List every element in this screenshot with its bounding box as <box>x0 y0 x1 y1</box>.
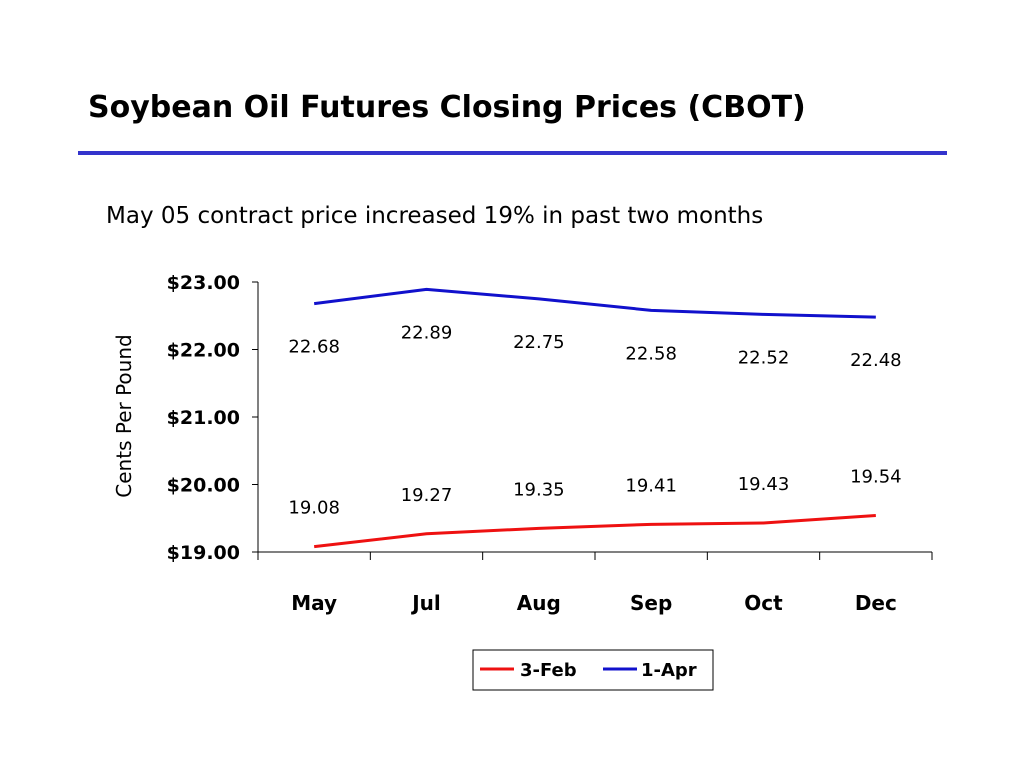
slide-subtitle: May 05 contract price increased 19% in p… <box>106 203 764 229</box>
data-label: 22.89 <box>401 322 453 343</box>
data-label: 22.68 <box>288 337 340 358</box>
data-label: 22.75 <box>513 332 565 353</box>
series-lines <box>313 287 876 549</box>
y-tick-label: $22.00 <box>167 340 240 362</box>
x-tick-label: Dec <box>855 591 897 615</box>
data-label: 19.43 <box>738 474 790 495</box>
y-tick-label: $21.00 <box>167 407 240 429</box>
legend-label: 3-Feb <box>520 660 577 681</box>
data-label: 19.54 <box>850 467 902 488</box>
data-label: 22.52 <box>738 347 790 368</box>
data-label: 19.08 <box>288 498 340 519</box>
y-tick-label: $20.00 <box>167 475 240 497</box>
series-line-3-Feb <box>313 514 876 549</box>
x-tick-label: May <box>291 591 337 615</box>
data-label: 19.27 <box>401 485 453 506</box>
x-tick-label: Sep <box>630 591 672 615</box>
x-tick-label: Oct <box>744 591 783 615</box>
x-tick-label: Jul <box>410 591 441 615</box>
slide-title: Soybean Oil Futures Closing Prices (CBOT… <box>88 90 806 125</box>
data-label: 19.35 <box>513 479 565 500</box>
title-divider <box>78 151 947 155</box>
y-axis-label: Cents Per Pound <box>112 334 136 497</box>
series-line-1-Apr <box>313 287 876 319</box>
legend-label: 1-Apr <box>641 660 697 681</box>
data-label: 19.41 <box>625 475 677 496</box>
chart-axes: $19.00 $20.00 $21.00 $22.00 $23.00 May Jul Aug S… <box>112 272 933 615</box>
data-labels: 19.08 19.27 19.35 19.41 19.43 19.54 22.68 22.89… <box>288 322 901 518</box>
data-label: 22.48 <box>850 350 902 371</box>
y-tick-label: $23.00 <box>167 272 240 294</box>
data-label: 22.58 <box>625 343 677 364</box>
x-tick-label: Aug <box>517 591 561 615</box>
legend: 3-Feb 1-Apr <box>472 649 714 691</box>
y-tick-label: $19.00 <box>167 542 240 564</box>
